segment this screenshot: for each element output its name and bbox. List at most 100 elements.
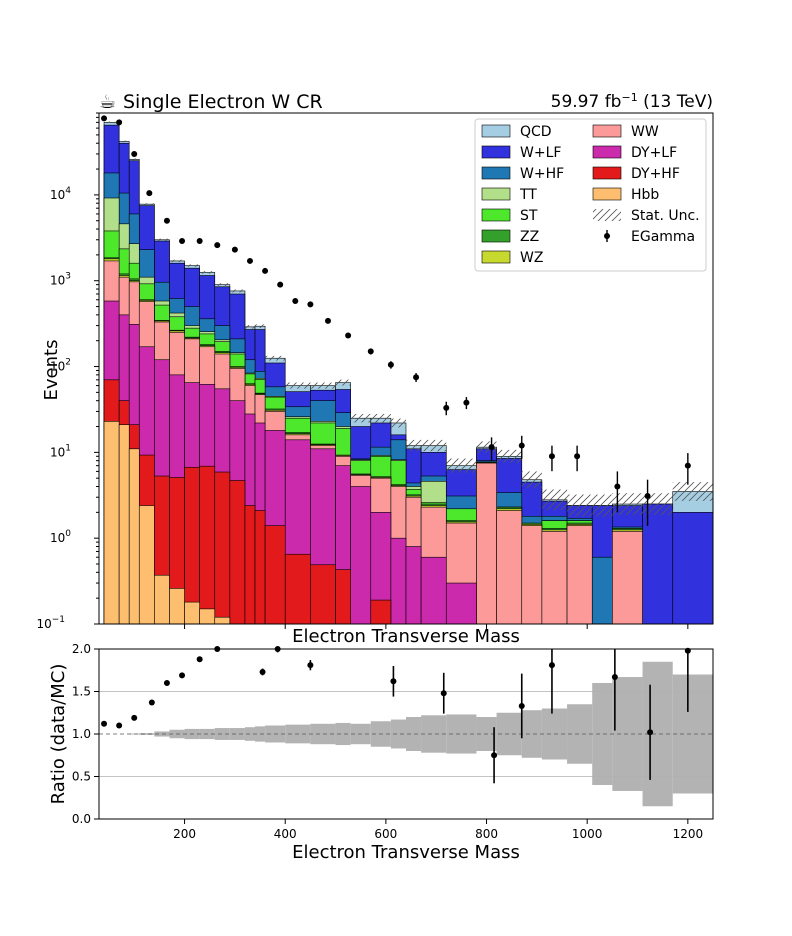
ratio-x-tick-label: 1000: [572, 827, 603, 841]
ratio-band-8: [214, 728, 230, 740]
ratio-plot: 0.0 0.5 1.0 1.5 2.0 200 400 600 800 1000 1200 Rat…: [48, 642, 714, 863]
bar-ww-24: [521, 525, 543, 624]
ratio-point-0: [101, 720, 108, 727]
stat-unc-30: [672, 482, 713, 501]
bar-dy-lf-18: [390, 537, 407, 624]
ratio-band-19: [406, 717, 422, 751]
data-point-15: [345, 332, 352, 339]
data-point-11: [277, 281, 284, 288]
main-y-tick-exp: 3: [65, 272, 71, 282]
ratio-band-24: [521, 710, 542, 758]
ratio-point-16: [611, 674, 618, 681]
legend-label: W+LF: [520, 145, 561, 161]
stat-unc-23: [496, 449, 522, 463]
ratio-point-11: [390, 678, 397, 685]
ratio-y-tick-label: 0.0: [72, 812, 91, 826]
legend-swatch-w-hf: [481, 166, 511, 180]
main-y-tick-label: 104: [50, 186, 71, 202]
bar-ww-28: [612, 531, 643, 624]
ratio-point-15: [548, 662, 555, 669]
bar-hbb-8: [214, 616, 231, 624]
stat-unc-26: [567, 494, 593, 517]
bar-hbb-0: [103, 421, 120, 624]
main-y-tick-exp: 4: [65, 186, 71, 196]
stat-unc-band: [104, 121, 713, 517]
ratio-point-13: [491, 752, 498, 759]
ratio-y-tick-label: 1.5: [72, 685, 91, 699]
ratio-x-ticks: 200 400 600 800 1000 1200: [173, 819, 703, 841]
ratio-x-tick-label: 800: [475, 827, 498, 841]
legend-swatch-w-lf: [481, 145, 511, 159]
legend-label: WZ: [520, 250, 543, 266]
bar-w-hf-27: [591, 556, 613, 624]
legend-swatch-stat-unc: [593, 209, 621, 221]
bar-dy-lf-20: [420, 556, 447, 624]
data-point-20: [463, 399, 470, 406]
legend-label: TT: [519, 187, 537, 203]
data-point-26: [644, 493, 651, 500]
lumi-value: 59.97 fb: [551, 92, 622, 112]
lumi-exponent: −1: [621, 91, 637, 104]
data-point-17: [387, 361, 394, 368]
main-y-tick-label: 103: [50, 272, 71, 288]
data-point-6: [196, 238, 203, 245]
stat-unc-1: [119, 140, 130, 143]
legend-label: DY+LF: [631, 145, 677, 161]
stat-unc-15: [335, 379, 351, 386]
legend-swatch-ww: [592, 124, 622, 138]
legend-label: Stat. Unc.: [631, 208, 700, 224]
ratio-y-tick-label: 1.0: [72, 727, 91, 741]
data-point-13: [307, 301, 314, 308]
bar-hbb-7: [199, 608, 216, 624]
ratio-band-30: [672, 674, 713, 794]
stat-unc-24: [521, 471, 542, 488]
main-plot-frame: [98, 112, 714, 625]
main-x-axis-title: Electron Transverse Mass: [292, 626, 520, 647]
stat-unc-4: [154, 238, 170, 241]
data-point-4: [163, 217, 170, 224]
stat-unc-19: [406, 439, 422, 452]
ratio-point-10: [307, 662, 314, 669]
legend-swatch-tt: [481, 187, 511, 201]
bar-hbb-5: [169, 588, 185, 624]
data-point-3: [146, 190, 153, 197]
legend-label: WW: [631, 124, 659, 140]
page-title: Single Electron W CR: [123, 91, 323, 113]
bar-dy-lf-21: [445, 582, 477, 624]
data-point-18: [413, 374, 420, 381]
bar-hbb-4: [154, 574, 170, 624]
ratio-band-14: [310, 723, 336, 745]
bar-w-lf-30: [672, 512, 713, 624]
coffee-icon: ☕: [99, 91, 116, 113]
legend-label: ST: [520, 208, 538, 224]
bar-dy-lf-19: [405, 546, 422, 624]
stat-unc-10: [244, 325, 256, 329]
stat-unc-7: [199, 271, 215, 274]
stat-unc-8: [214, 283, 230, 286]
main-y-tick-exp: 0: [65, 529, 71, 539]
bar-ww-25: [541, 531, 568, 624]
legend-swatch-data-point: [604, 233, 610, 239]
bar-dy-hf-7: [199, 465, 216, 624]
legend-label: W+HF: [520, 166, 564, 182]
bar-dy-hf-11: [254, 510, 266, 624]
stat-unc-25: [541, 489, 568, 511]
main-y-tick-exp: 1: [65, 443, 71, 453]
stack-bars: [103, 122, 713, 624]
data-point-16: [367, 348, 374, 355]
data-point-23: [548, 453, 555, 460]
stat-unc-9: [229, 289, 245, 293]
data-point-8: [231, 246, 238, 253]
legend: QCD W+LF W+HF TT ST ZZ WZ WW DY+LF DY+HF Hbb Stat. …: [474, 118, 707, 272]
main-y-tick-label: 101: [50, 443, 71, 459]
header: ☕ Single Electron W CR 59.97 fb−1 (13 Te…: [99, 91, 713, 114]
main-y-tick-exp: −1: [52, 615, 65, 625]
stat-unc-11: [255, 324, 266, 329]
stat-unc-18: [390, 418, 406, 428]
data-point-21: [488, 444, 495, 451]
main-y-tick-label: 100: [50, 529, 71, 545]
ratio-band-3: [139, 733, 155, 735]
legend-label: ZZ: [520, 229, 539, 245]
bar-dy-hf-13: [284, 553, 311, 624]
legend-label: EGamma: [631, 229, 695, 245]
